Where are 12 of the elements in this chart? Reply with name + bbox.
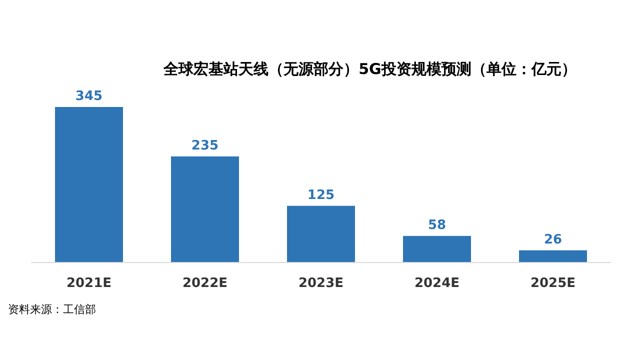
data-label: 58: [428, 218, 446, 233]
x-tick-label: 2025E: [530, 276, 576, 291]
data-label: 235: [191, 138, 219, 154]
data-label: 125: [307, 188, 335, 203]
x-tick-label: 2024E: [414, 276, 460, 291]
x-tick-label: 2023E: [298, 276, 344, 291]
chart-title: 全球宏基站天线（无源部分）5G投资规模预测（单位：亿元）: [162, 60, 576, 78]
x-tick-label: 2021E: [66, 276, 112, 291]
data-label: 345: [75, 89, 103, 104]
data-label: 26: [544, 232, 562, 248]
text: 资料来源：工信部: [8, 303, 96, 316]
x-tick-label: 2022E: [182, 276, 228, 291]
